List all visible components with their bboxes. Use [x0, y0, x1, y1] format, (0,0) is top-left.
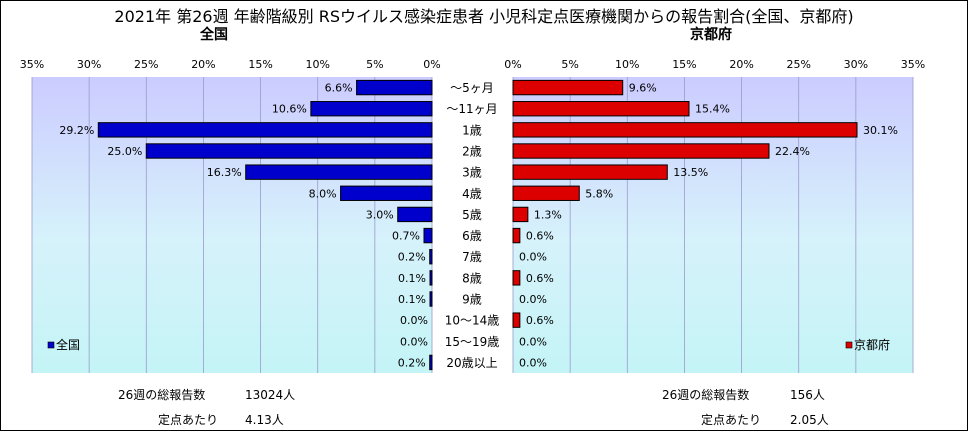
category-label: 8歳: [462, 271, 482, 285]
kyoto-tick-label: 20%: [729, 58, 753, 71]
national-subtitle: 全国: [200, 27, 228, 43]
national-data-label: 0.0%: [400, 314, 428, 327]
national-plot-area: [32, 77, 432, 373]
kyoto-tick-label: 10%: [615, 58, 639, 71]
kyoto-data-label: 13.5%: [673, 166, 708, 179]
kyoto-per-label: 定点あたり: [701, 413, 762, 427]
national-tick-label: 0%: [423, 58, 440, 71]
kyoto-tick-label: 5%: [561, 58, 578, 71]
kyoto-total-value: 156人: [790, 388, 825, 402]
kyoto-data-label: 30.1%: [863, 124, 898, 137]
national-bar: [97, 122, 433, 138]
national-total-label: 26週の総報告数: [118, 388, 206, 402]
national-data-label: 8.0%: [309, 187, 337, 200]
national-tick-label: 10%: [305, 58, 329, 71]
category-label: 1歳: [462, 123, 482, 137]
national-tick-label: 35%: [20, 58, 44, 71]
category-label: 15～19歳: [445, 335, 500, 349]
kyoto-tick-label: 15%: [672, 58, 696, 71]
kyoto-data-label: 0.0%: [519, 356, 547, 369]
kyoto-subtitle: 京都府: [690, 27, 732, 43]
national-tick-label: 15%: [248, 58, 272, 71]
kyoto-tick-label: 0%: [504, 58, 521, 71]
national-bar: [429, 291, 433, 307]
category-label: 20歳以上: [446, 356, 497, 370]
kyoto-plot-area: [513, 77, 913, 373]
national-data-label: 0.7%: [392, 230, 420, 243]
kyoto-tick-label: 35%: [901, 58, 925, 71]
category-label: 7歳: [462, 250, 482, 264]
kyoto-data-label: 9.6%: [629, 82, 657, 95]
kyoto-bar: [512, 79, 624, 96]
national-tick-label: 5%: [366, 58, 383, 71]
kyoto-bar: [512, 270, 521, 286]
national-per-value: 4.13人: [245, 413, 284, 427]
category-label: ～11ヶ月: [446, 102, 497, 116]
national-tick-label: 25%: [134, 58, 158, 71]
national-data-label: 0.0%: [400, 335, 428, 348]
category-label: 10～14歳: [445, 314, 500, 328]
national-legend-swatch: [47, 341, 55, 349]
national-data-label: 0.2%: [398, 356, 426, 369]
category-label: 2歳: [462, 145, 482, 159]
kyoto-per-value: 2.05人: [790, 413, 829, 427]
kyoto-legend-label: 京都府: [854, 337, 890, 352]
national-data-label: 25.0%: [107, 145, 142, 158]
kyoto-data-label: 0.0%: [519, 335, 547, 348]
kyoto-data-label: 15.4%: [695, 103, 730, 116]
kyoto-data-label: 0.6%: [526, 272, 554, 285]
kyoto-data-label: 0.0%: [519, 251, 547, 264]
kyoto-bar: [512, 185, 580, 201]
national-bar: [423, 227, 433, 244]
national-per-label: 定点あたり: [158, 413, 219, 427]
national-data-label: 3.0%: [366, 208, 394, 221]
kyoto-data-label: 22.4%: [775, 145, 810, 158]
national-tick-label: 30%: [77, 58, 101, 71]
kyoto-data-label: 1.3%: [534, 208, 562, 221]
kyoto-data-label: 0.6%: [526, 230, 554, 243]
kyoto-bar: [512, 312, 521, 328]
category-label: 5歳: [462, 208, 482, 222]
national-data-label: 29.2%: [59, 124, 94, 137]
category-label: 3歳: [462, 166, 482, 180]
kyoto-total-label: 26週の総報告数: [662, 388, 750, 402]
national-bar: [145, 143, 433, 159]
national-bar: [340, 185, 433, 201]
national-bar: [429, 354, 433, 371]
national-data-label: 10.6%: [272, 103, 307, 116]
kyoto-legend-swatch: [845, 341, 853, 349]
kyoto-tick-label: 25%: [786, 58, 810, 71]
kyoto-data-label: 0.6%: [526, 314, 554, 327]
kyoto-bar: [512, 164, 668, 180]
national-bar: [429, 249, 433, 265]
national-total-value: 13024人: [245, 388, 296, 402]
national-bar: [245, 164, 433, 180]
kyoto-bar: [512, 206, 529, 223]
chart-title: 2021年 第26週 年齢階級別 RSウイルス感染症患者 小児科定点医療機関から…: [114, 7, 854, 26]
category-label: 4歳: [462, 187, 482, 201]
kyoto-bar: [512, 143, 770, 159]
category-label: ～5ヶ月: [450, 81, 494, 95]
national-data-label: 0.2%: [398, 251, 426, 264]
national-tick-label: 20%: [191, 58, 215, 71]
kyoto-data-label: 5.8%: [585, 187, 613, 200]
national-data-label: 0.1%: [398, 293, 426, 306]
national-bar: [310, 101, 433, 117]
kyoto-bar: [512, 227, 521, 244]
category-label: 6歳: [462, 229, 482, 243]
national-data-label: 16.3%: [207, 166, 242, 179]
national-bar: [429, 270, 433, 286]
national-bar: [397, 206, 433, 223]
kyoto-bar: [512, 122, 858, 138]
kyoto-bar: [512, 101, 690, 117]
kyoto-data-label: 0.0%: [519, 293, 547, 306]
kyoto-tick-label: 30%: [844, 58, 868, 71]
category-label: 9歳: [462, 293, 482, 307]
national-data-label: 6.6%: [325, 82, 353, 95]
national-data-label: 0.1%: [398, 272, 426, 285]
national-bar: [356, 79, 433, 96]
national-legend-label: 全国: [56, 337, 80, 352]
